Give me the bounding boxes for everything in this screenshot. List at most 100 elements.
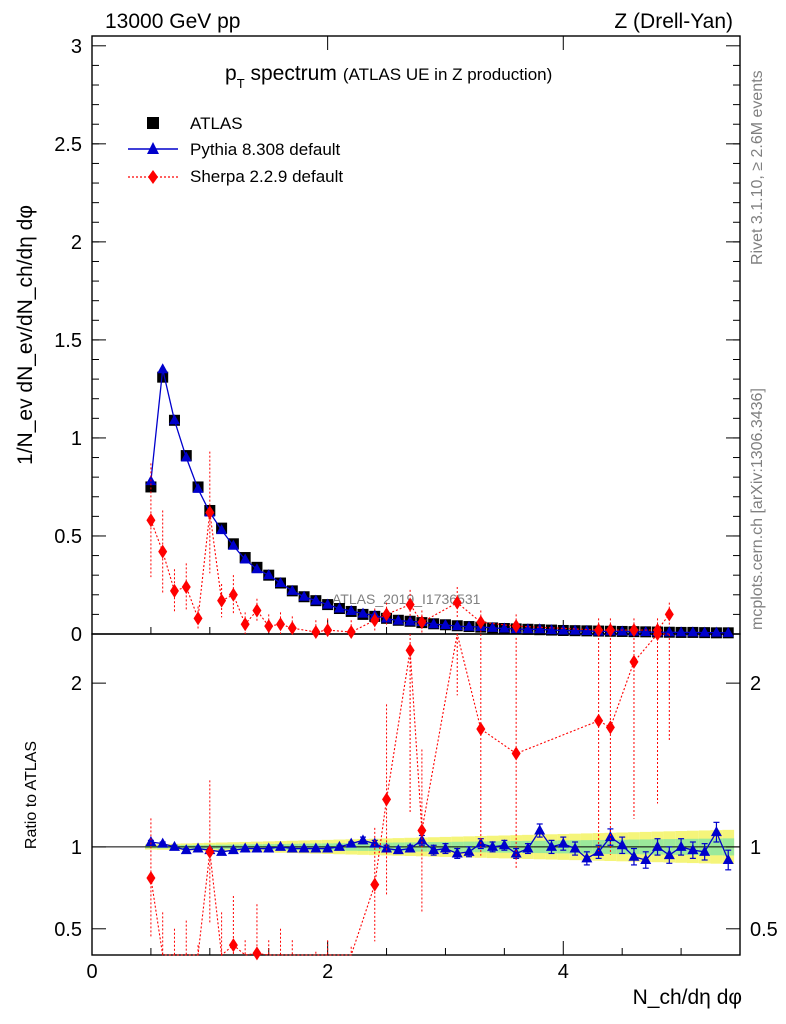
pythia-ratio-point [392,844,404,855]
sherpa-point [594,623,604,638]
pythia-ratio-point [451,847,463,858]
ratio-tick-label: 0.5 [54,919,82,941]
sherpa-point [169,583,179,598]
pythia-ratio-point [722,854,734,865]
sherpa-line [150,512,670,633]
pythia-point [487,621,499,632]
sherpa-ratio-point [252,946,262,961]
pythia-point [722,626,734,637]
pythia-ratio-point [557,837,569,848]
pythia-ratio-point [381,842,393,853]
sherpa-ratio-point [629,654,639,669]
pythia-point [168,414,180,425]
legend-marker-sherpa [148,170,158,184]
sherpa-point [276,617,286,632]
pythia-ratio-point [487,840,499,851]
pythia-ratio-point [192,842,204,853]
sherpa-point [629,623,639,638]
sherpa-point [417,615,427,630]
legend-marker-pythia [147,142,159,154]
sherpa-ratio-point [605,720,615,735]
sherpa-ratio-point [653,627,663,641]
pythia-ratio-point [180,844,192,855]
pythia-ratio-point [699,845,711,856]
pythia-ratio-point [286,842,298,853]
sherpa-point [240,617,250,632]
pythia-point [216,524,228,535]
pythia-ratio-point [310,842,322,853]
sherpa-point [205,505,215,520]
pythia-point [439,618,451,629]
sherpa-point [228,587,238,602]
pythia-ratio-point [251,842,263,853]
sherpa-point [664,607,674,622]
pythia-ratio-point [298,842,310,853]
pythia-point [569,624,581,635]
pythia-ratio-point [428,844,440,855]
y-tick-label: 1.5 [54,330,82,352]
ratio-tick-label-right: 1 [750,837,761,859]
sherpa-ratio-point [511,746,521,761]
ratio-tick-label: 1 [71,837,82,859]
legend-marker-atlas [147,117,159,129]
atlas-point [157,371,169,383]
pythia-ratio-point [569,842,581,853]
pythia-ratio-point [168,840,180,851]
legend-label-atlas: ATLAS [190,114,243,133]
sherpa-point [346,625,356,640]
pythia-ratio-point [581,852,593,863]
sherpa-point [217,593,227,608]
pythia-point [463,620,475,631]
sherpa-point [264,619,274,634]
pythia-ratio-point [652,840,664,851]
axis-ticks: 0 2 400.511.522.530.5 0.51 12 2 [54,36,778,983]
pythia-ratio-point [522,842,534,853]
pythia-point [192,482,204,493]
pythia-ratio-point [333,840,345,851]
x-axis-label: N_ch/dη dφ [633,986,742,1009]
ratio-plot-frame [91,633,741,956]
pythia-ratio-point [369,837,381,848]
y-tick-label: 0 [71,624,82,646]
sherpa-point [252,603,262,618]
y-tick-label: 3 [71,36,82,58]
x-tick-label: 4 [558,961,569,983]
pythia-point [227,539,239,550]
sherpa-ratio-point [370,877,380,892]
rivet-info: Rivet 3.1.10, ≥ 2.6M events [749,70,766,265]
y-tick-label: 2.5 [54,134,82,156]
header-left: 13000 GeV pp [105,10,240,33]
pythia-ratio-point [663,849,675,860]
plot-title: pT spectrum (ATLAS UE in Z production) [225,62,552,91]
pythia-point [687,626,699,637]
pythia-ratio-point [510,847,522,858]
pythia-point [263,569,275,580]
sherpa-ratio-point [205,844,215,859]
sherpa-point [476,615,486,630]
sherpa-point [405,597,415,612]
pythia-point [322,598,334,609]
sherpa-point [311,625,321,640]
header-right: Z (Drell-Yan) [614,10,733,33]
pythia-point [451,620,463,631]
pythia-point [275,577,287,588]
pythia-point [180,451,192,462]
pythia-ratio-point [498,839,510,850]
sherpa-point [382,607,392,622]
pythia-point [157,363,169,374]
pythia-ratio-point [357,834,369,845]
y-tick-label: 1 [71,428,82,450]
sherpa-point [370,613,380,628]
ratio-plot-data [145,627,734,961]
pythia-point [498,622,510,633]
pythia-ratio-point [345,837,357,848]
pythia-point [545,624,557,635]
pythia-point [557,624,569,635]
legend-label-sherpa: Sherpa 2.2.9 default [190,167,343,186]
pythia-ratio-point [675,840,687,851]
sherpa-ratio-point [594,713,604,728]
ratio-tick-label-right: 0.5 [750,919,778,941]
pythia-point [522,623,534,634]
pythia-ratio-point [145,835,157,846]
pythia-point [286,584,298,595]
